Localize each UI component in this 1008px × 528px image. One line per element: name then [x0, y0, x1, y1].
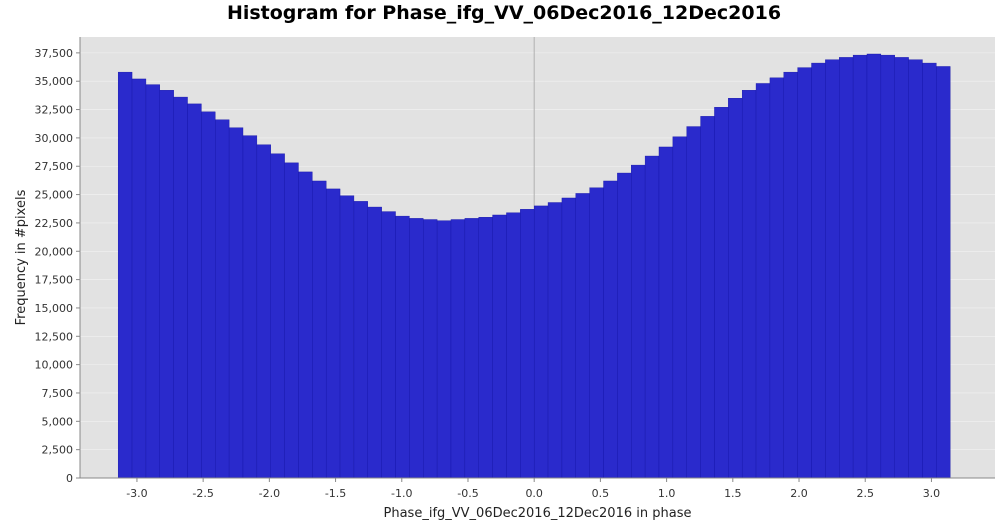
x-tick-label: 1.0 — [658, 487, 676, 500]
histogram-bar — [783, 71, 798, 479]
histogram-bar — [367, 206, 382, 479]
x-tick-label: -3.0 — [126, 487, 147, 500]
histogram-bar — [339, 195, 355, 479]
y-tick-label: 12,500 — [35, 330, 74, 343]
histogram-bar — [811, 62, 826, 479]
histogram-bar — [644, 155, 660, 479]
histogram-bar — [880, 54, 895, 479]
histogram-bar — [728, 98, 743, 479]
x-tick-label: 2.5 — [856, 487, 874, 500]
histogram-bar — [131, 78, 147, 479]
histogram-bar — [284, 162, 299, 479]
histogram-bar — [866, 53, 882, 479]
histogram-bar — [839, 57, 854, 479]
histogram-bar — [117, 71, 133, 479]
histogram-bar — [215, 119, 230, 479]
histogram-bar — [256, 144, 271, 479]
histogram-bar — [825, 59, 840, 479]
x-tick-label: 0.0 — [525, 487, 543, 500]
x-axis: -3.0 -2.5 -2.0 -1.5 -1.0 -0.5 0.0 0.5 1.0 1.5 2.0 2… — [80, 477, 995, 500]
y-axis: 0 2,500 5,000 7,500 10,000 12,500 15,000 17,500… — [35, 37, 81, 485]
chart-title: Histogram for Phase_ifg_VV_06Dec2016_12D… — [226, 2, 782, 24]
histogram-bar — [450, 219, 466, 479]
histogram-bar — [159, 90, 174, 479]
histogram-bar — [686, 126, 701, 479]
y-axis-label: Frequency in #pixels — [14, 189, 29, 325]
x-tick-label: 2.0 — [790, 487, 808, 500]
histogram-bar — [561, 197, 576, 479]
histogram-bar — [908, 59, 923, 479]
x-tick-label: -1.0 — [391, 487, 412, 500]
histogram-bar — [353, 201, 368, 479]
histogram-bar — [201, 111, 216, 479]
x-axis-label: Phase_ifg_VV_06Dec2016_12Dec2016 in phas… — [384, 506, 692, 521]
y-tick-label: 0 — [66, 472, 73, 485]
histogram-bar — [617, 172, 632, 479]
x-tick-label: -1.5 — [325, 487, 346, 500]
x-tick-label: 3.0 — [923, 487, 941, 500]
histogram-bar — [589, 187, 604, 479]
y-tick-label: 17,500 — [35, 274, 74, 287]
y-tick-label: 2,500 — [42, 444, 74, 457]
y-tick-label: 7,500 — [42, 387, 74, 400]
histogram-bar — [672, 136, 687, 479]
x-tick-label: -0.5 — [457, 487, 478, 500]
histogram-bar — [936, 66, 951, 479]
histogram-bar — [436, 220, 452, 479]
x-tick-label: -2.0 — [259, 487, 280, 500]
histogram-bar — [242, 135, 258, 479]
histogram-bars — [117, 53, 951, 479]
y-tick-label: 35,000 — [35, 75, 74, 88]
y-tick-label: 30,000 — [35, 132, 74, 145]
histogram-bar — [797, 67, 812, 479]
histogram-bar — [409, 218, 424, 479]
histogram-bar — [478, 217, 493, 479]
x-tick-label: -2.5 — [192, 487, 213, 500]
histogram-bar — [492, 214, 507, 479]
histogram-bar — [506, 212, 521, 479]
histogram-bar — [755, 83, 771, 479]
x-tick-label: 0.5 — [592, 487, 610, 500]
histogram-bar — [228, 127, 244, 479]
y-tick-label: 27,500 — [35, 160, 74, 173]
y-tick-label: 22,500 — [35, 217, 74, 230]
y-tick-label: 32,500 — [35, 104, 74, 117]
histogram-bar — [547, 202, 563, 479]
histogram-bar — [173, 96, 188, 479]
histogram-bar — [533, 205, 549, 479]
histogram-bar — [658, 146, 674, 479]
histogram-bar — [741, 90, 757, 479]
histogram-bar — [187, 103, 202, 479]
histogram-bar — [423, 219, 438, 479]
histogram-bar — [922, 62, 937, 479]
x-tick-label: 1.5 — [724, 487, 742, 500]
histogram-bar — [395, 215, 410, 479]
histogram-bar — [381, 211, 396, 479]
y-tick-label: 37,500 — [35, 47, 74, 60]
histogram-bar — [700, 116, 715, 479]
histogram-bar — [631, 164, 646, 479]
y-tick-label: 5,000 — [42, 415, 74, 428]
y-tick-label: 20,000 — [35, 245, 74, 258]
histogram-bar — [575, 193, 590, 479]
histogram-bar — [520, 209, 535, 479]
histogram-bar — [145, 84, 160, 479]
histogram-bar — [894, 57, 909, 479]
histogram-bar — [769, 77, 784, 479]
histogram-bar — [464, 218, 479, 479]
histogram-bar — [714, 107, 729, 479]
histogram-bar — [298, 171, 313, 479]
histogram-bar — [312, 180, 327, 479]
histogram-bar — [270, 153, 285, 479]
histogram-bar — [603, 180, 618, 479]
y-tick-label: 10,000 — [35, 359, 74, 372]
histogram-bar — [852, 54, 868, 479]
histogram-bar — [325, 188, 341, 479]
y-tick-label: 15,000 — [35, 302, 74, 315]
y-tick-label: 25,000 — [35, 189, 74, 202]
